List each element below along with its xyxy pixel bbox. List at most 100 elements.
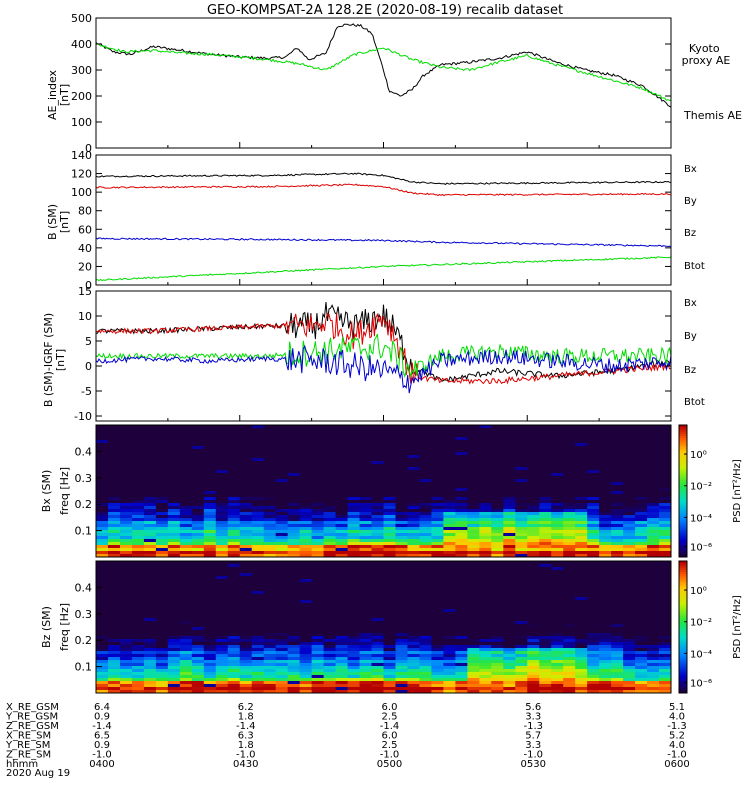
- spectrogram-cell: [491, 624, 504, 628]
- spectrogram-cell: [443, 645, 456, 649]
- spectrogram-cell: [551, 482, 564, 486]
- spectrogram-cell: [323, 678, 337, 682]
- spectrogram-cell: [383, 582, 396, 586]
- spectrogram-cell: [96, 600, 109, 604]
- spectrogram-cell: [551, 461, 564, 465]
- spectrogram-cell: [659, 503, 672, 507]
- spectrogram-cell: [239, 576, 253, 580]
- spectrogram-cell: [647, 576, 660, 580]
- spectrogram-cell: [383, 542, 396, 546]
- spectrogram-cell: [431, 455, 444, 459]
- spectrogram-cell: [203, 672, 217, 676]
- spectrogram-cell: [431, 476, 444, 480]
- spectrogram-cell: [479, 428, 492, 432]
- colorbar-segment: [679, 572, 687, 575]
- spectrogram-cell: [623, 690, 636, 694]
- spectrogram-cell: [239, 660, 253, 664]
- spectrogram-cell: [551, 554, 564, 558]
- spectrogram-cell: [407, 609, 420, 613]
- spectrogram-cell: [647, 524, 660, 528]
- spectrogram-cell: [659, 515, 672, 519]
- spectrogram-cell: [491, 425, 504, 429]
- spectrogram-cell: [167, 588, 181, 592]
- spectrogram-cell: [527, 464, 540, 468]
- spectrogram-cell: [551, 464, 564, 468]
- spectrogram-cell: [503, 548, 516, 552]
- spectrogram-cell: [455, 687, 468, 691]
- spectrogram-cell: [335, 431, 349, 435]
- colorbar-segment: [679, 482, 687, 485]
- spectrogram-cell: [515, 627, 528, 631]
- spectrogram-cell: [515, 672, 528, 676]
- spectrogram-cell: [659, 554, 672, 558]
- spectrogram-cell: [479, 515, 492, 519]
- spectrogram-cell: [431, 485, 444, 489]
- spectrogram-cell: [635, 585, 648, 589]
- spectrogram-cell: [395, 687, 408, 691]
- spectrogram-cell: [119, 597, 133, 601]
- spectrogram-cell: [359, 524, 373, 528]
- spectrogram-cell: [455, 539, 468, 543]
- spectrogram-cell: [239, 446, 253, 450]
- spectrogram-cell: [515, 594, 528, 598]
- spectrogram-cell: [179, 431, 193, 435]
- spectrogram-cell: [443, 642, 456, 646]
- spectrogram-cell: [455, 452, 468, 456]
- spectrogram-cell: [563, 500, 576, 504]
- spectrogram-cell: [443, 461, 456, 465]
- spectrogram-cell: [635, 564, 648, 568]
- colorbar-segment: [679, 591, 687, 595]
- spectrogram-cell: [155, 533, 169, 537]
- spectrogram-cell: [563, 570, 576, 574]
- spectrogram-cell: [407, 434, 420, 438]
- spectrogram-cell: [539, 425, 552, 429]
- spectrogram-cell: [443, 612, 456, 616]
- spectrogram-cell: [515, 458, 528, 462]
- series-bx: [95, 237, 672, 248]
- spectrogram-cell: [407, 612, 420, 616]
- spectrogram-cell: [563, 579, 576, 583]
- spectrogram-cell: [467, 582, 480, 586]
- spectrogram-cell: [155, 503, 169, 507]
- spectrogram-cell: [275, 681, 289, 685]
- spectrogram-cell: [635, 654, 648, 658]
- spectrogram-cell: [395, 672, 408, 676]
- spectrogram-cell: [371, 425, 384, 429]
- spectrogram-cell: [407, 651, 420, 655]
- spectrogram-cell: [311, 627, 325, 631]
- spectrogram-cell: [335, 576, 349, 580]
- spectrogram-cell: [359, 633, 373, 637]
- spectrogram-cell: [203, 681, 217, 685]
- spectrogram-cell: [347, 473, 361, 477]
- spectrogram-cell: [467, 443, 480, 447]
- spectrogram-cell: [659, 681, 672, 685]
- spectrogram-cell: [359, 618, 373, 622]
- spectrogram-cell: [263, 473, 277, 477]
- spectrogram-cell: [275, 470, 289, 474]
- spectrogram-cell: [563, 663, 576, 667]
- spectrogram-cell: [347, 597, 361, 601]
- spectrogram-cell: [191, 482, 205, 486]
- spectrogram-cell: [659, 431, 672, 435]
- spectrogram-cell: [347, 530, 361, 534]
- spectrogram-cell: [119, 636, 133, 640]
- spectrogram-cell: [155, 542, 169, 546]
- spectrogram-cell: [107, 488, 121, 492]
- spectrogram-cell: [503, 561, 516, 565]
- spectrogram-cell: [659, 642, 672, 646]
- spectrogram-cell: [227, 533, 241, 537]
- spectrogram-cell: [251, 564, 265, 568]
- spectrogram-cell: [215, 431, 229, 435]
- legend-kyoto-line-2: proxy AE: [682, 54, 731, 67]
- spectrogram-cell: [503, 554, 516, 558]
- spectrogram-cell: [263, 603, 277, 607]
- spectrogram-cell: [431, 440, 444, 444]
- spectrogram-cell: [323, 428, 337, 432]
- spectrogram-cell: [551, 642, 564, 646]
- spectrogram-cell: [323, 627, 337, 631]
- spectrogram-cell: [551, 548, 564, 552]
- spectrogram-cell: [203, 515, 217, 519]
- spectrogram-cell: [287, 567, 301, 571]
- spectrogram-cell: [443, 666, 456, 670]
- spectrogram-cell: [407, 642, 420, 646]
